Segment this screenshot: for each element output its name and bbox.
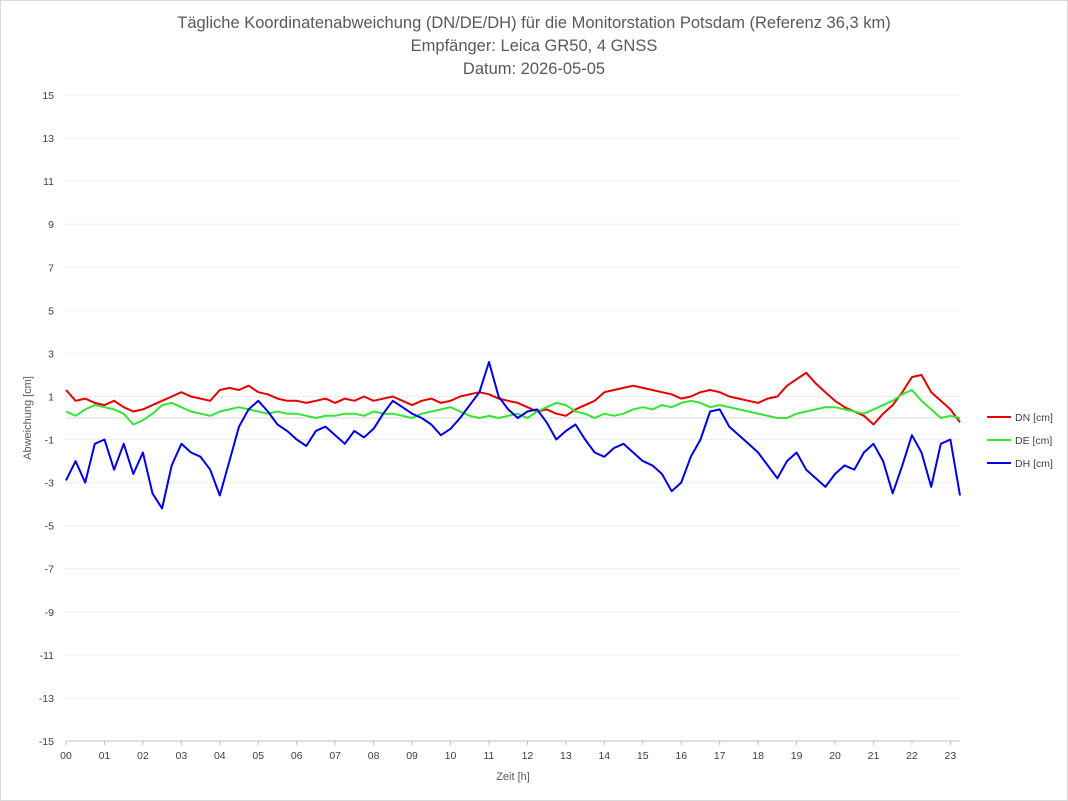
y-tick-label: 1 [48,391,54,403]
x-tick-label: 04 [214,750,226,762]
x-tick-label: 12 [522,750,534,762]
legend-label: DH [cm] [1015,458,1053,470]
x-tick-label: 19 [791,750,803,762]
x-tick-label: 14 [598,750,610,762]
x-tick-label: 02 [137,750,149,762]
y-tick-label: 11 [43,176,54,188]
y-axis-title: Abweichung [cm] [22,376,34,460]
x-tick-label: 13 [560,750,572,762]
chart-title: Tägliche Koordinatenabweichung (DN/DE/DH… [177,14,891,32]
x-tick-label: 05 [252,750,264,762]
series-line-dh [65,361,961,510]
y-tick-label: -11 [40,650,55,662]
x-tick-label: 17 [714,750,726,762]
y-tick-label: -1 [45,435,54,447]
x-tick-label: 20 [829,750,841,762]
x-tick-label: 22 [906,750,918,762]
x-tick-label: 15 [637,750,649,762]
x-tick-label: 11 [484,750,495,762]
x-tick-label: 23 [945,750,957,762]
x-tick-label: 03 [176,750,188,762]
x-axis-title: Zeit [h] [496,771,530,783]
y-tick-label: 13 [42,133,54,145]
x-tick-label: 08 [368,750,380,762]
x-tick-label: 18 [752,750,764,762]
y-tick-label: 3 [48,348,54,360]
series-line-dn [65,371,961,426]
y-tick-label: -5 [45,521,54,533]
x-tick-label: 10 [445,750,457,762]
legend-label: DE [cm] [1015,435,1052,447]
legend-label: DN [cm] [1015,412,1053,424]
x-tick-label: 21 [868,750,880,762]
series-line-de [65,389,961,426]
x-tick-label: 16 [675,750,687,762]
x-tick-label: 07 [329,750,341,762]
x-tick-label: 00 [60,750,72,762]
y-tick-label: 7 [48,262,54,274]
chart-date: Datum: 2026-05-05 [462,60,606,78]
y-tick-label: -3 [45,478,54,490]
x-tick-label: 09 [406,750,418,762]
y-tick-label: -13 [39,693,54,705]
y-tick-label: 9 [48,219,54,231]
x-tick-label: 06 [291,750,303,762]
chart-subtitle: Empfänger: Leica GR50, 4 GNSS [410,37,658,55]
y-tick-label: 5 [48,305,54,317]
y-tick-label: -7 [45,564,54,576]
y-tick-label: -9 [45,607,54,619]
y-tick-label: -15 [39,736,54,748]
x-tick-label: 01 [99,750,111,762]
y-tick-label: 15 [42,90,54,102]
